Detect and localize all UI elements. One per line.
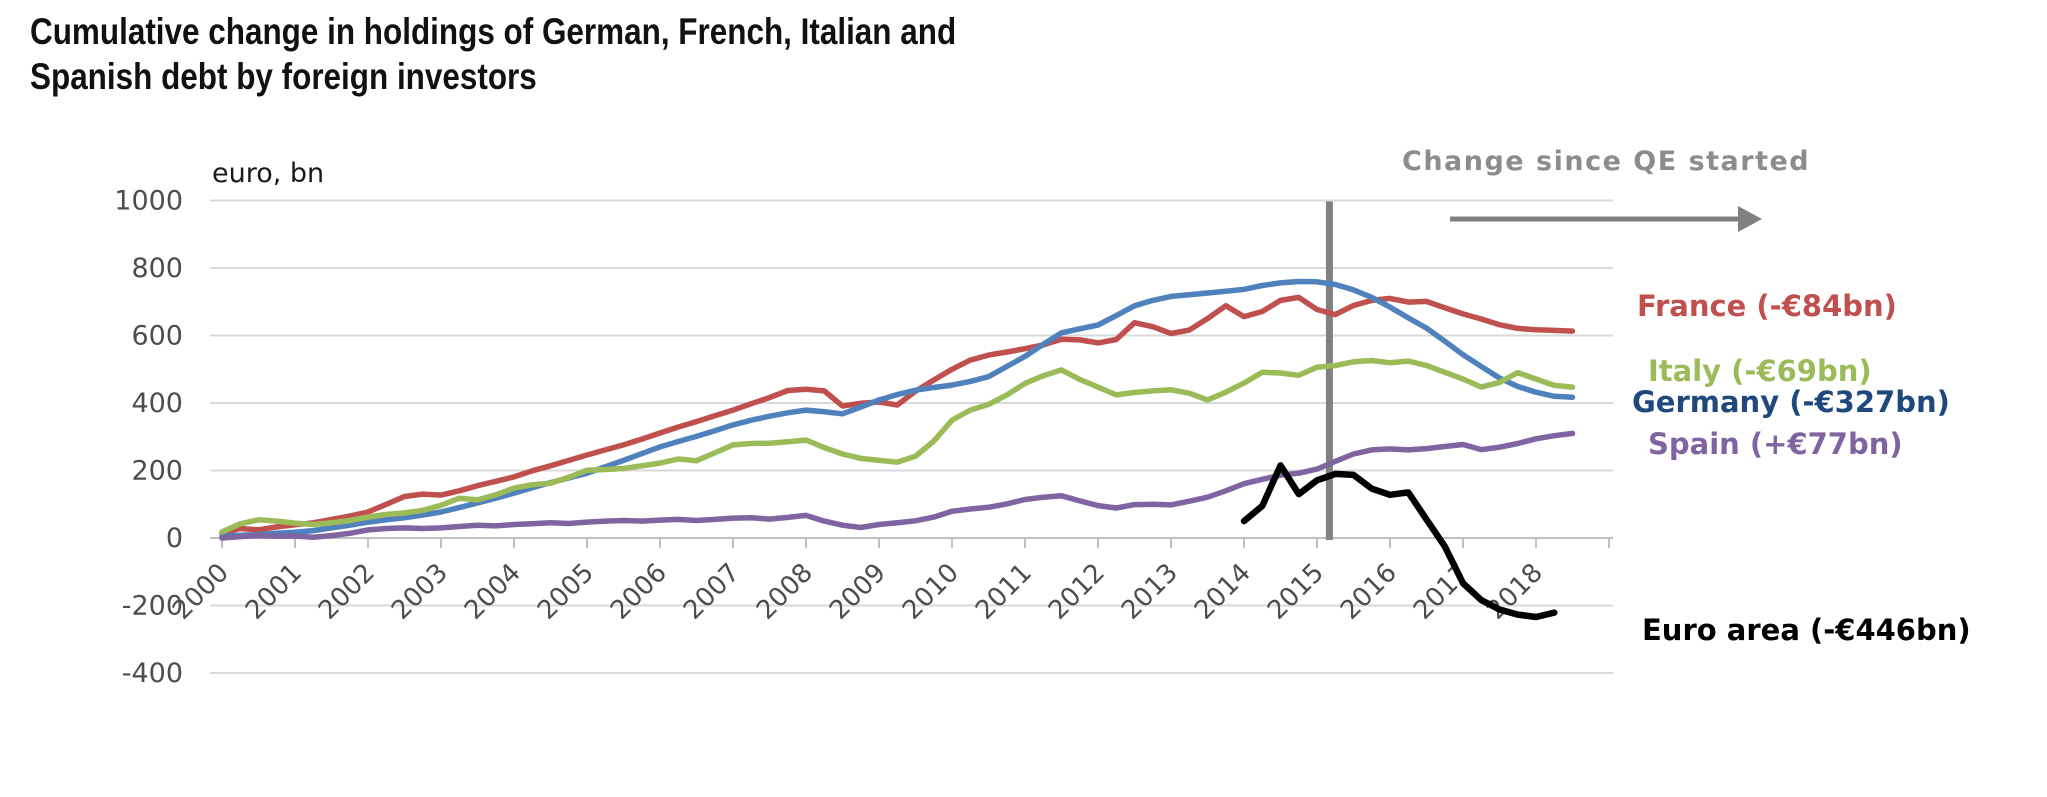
y-tick-label: -400 (122, 658, 183, 689)
chart-title-line1: Cumulative change in holdings of German,… (30, 11, 957, 52)
x-tick-label: 2011 (970, 558, 1038, 626)
legend-label-germany: Germany (-€327bn) (1632, 385, 1950, 419)
chart-title-line2: Spanish debt by foreign investors (30, 56, 537, 97)
x-tick-label: 2015 (1262, 558, 1330, 626)
series-line-italy (219, 357, 1576, 535)
x-tick-label: 2009 (824, 558, 892, 626)
qe-annotation-text: Change since QE started (1402, 146, 1811, 177)
y-tick-label: 400 (131, 388, 183, 419)
x-tick-label: 2005 (532, 558, 600, 626)
x-tick-label: 2001 (240, 558, 308, 626)
series-line-spain (219, 430, 1576, 541)
x-tick-label: 2012 (1043, 558, 1111, 626)
x-tick-label: 2014 (1189, 558, 1257, 626)
x-tick-label: 2003 (386, 558, 454, 626)
y-tick-label: 800 (131, 253, 183, 284)
series-line-euro-area (1240, 462, 1558, 621)
legend-label-euro-area: Euro area (-€446bn) (1642, 613, 1971, 647)
legend-label-spain: Spain (+€77bn) (1648, 427, 1903, 461)
y-tick-label: 200 (131, 456, 183, 487)
y-tick-label: 0 (166, 523, 183, 554)
x-tick-label: 2004 (459, 558, 527, 626)
series-line-france (219, 294, 1576, 536)
x-tick-label: 2013 (1116, 558, 1184, 626)
legend-label-france: France (-€84bn) (1637, 289, 1897, 323)
y-tick-label: 600 (131, 321, 183, 352)
x-tick-label: 2002 (313, 558, 381, 626)
series-line-germany (219, 278, 1576, 540)
axis-unit-label: euro, bn (212, 158, 325, 189)
x-tick-label: 2006 (605, 558, 673, 626)
x-tick-label: 2010 (897, 558, 965, 626)
x-tick-label: 2016 (1335, 558, 1403, 626)
qe-arrow-head (1738, 206, 1762, 232)
x-tick-label: 2017 (1408, 558, 1476, 626)
y-tick-label: -200 (122, 591, 183, 622)
x-tick-label: 2007 (678, 558, 746, 626)
y-tick-label: 1000 (114, 186, 183, 217)
x-tick-label: 2008 (751, 558, 819, 626)
legend-label-italy: Italy (-€69bn) (1648, 354, 1872, 388)
